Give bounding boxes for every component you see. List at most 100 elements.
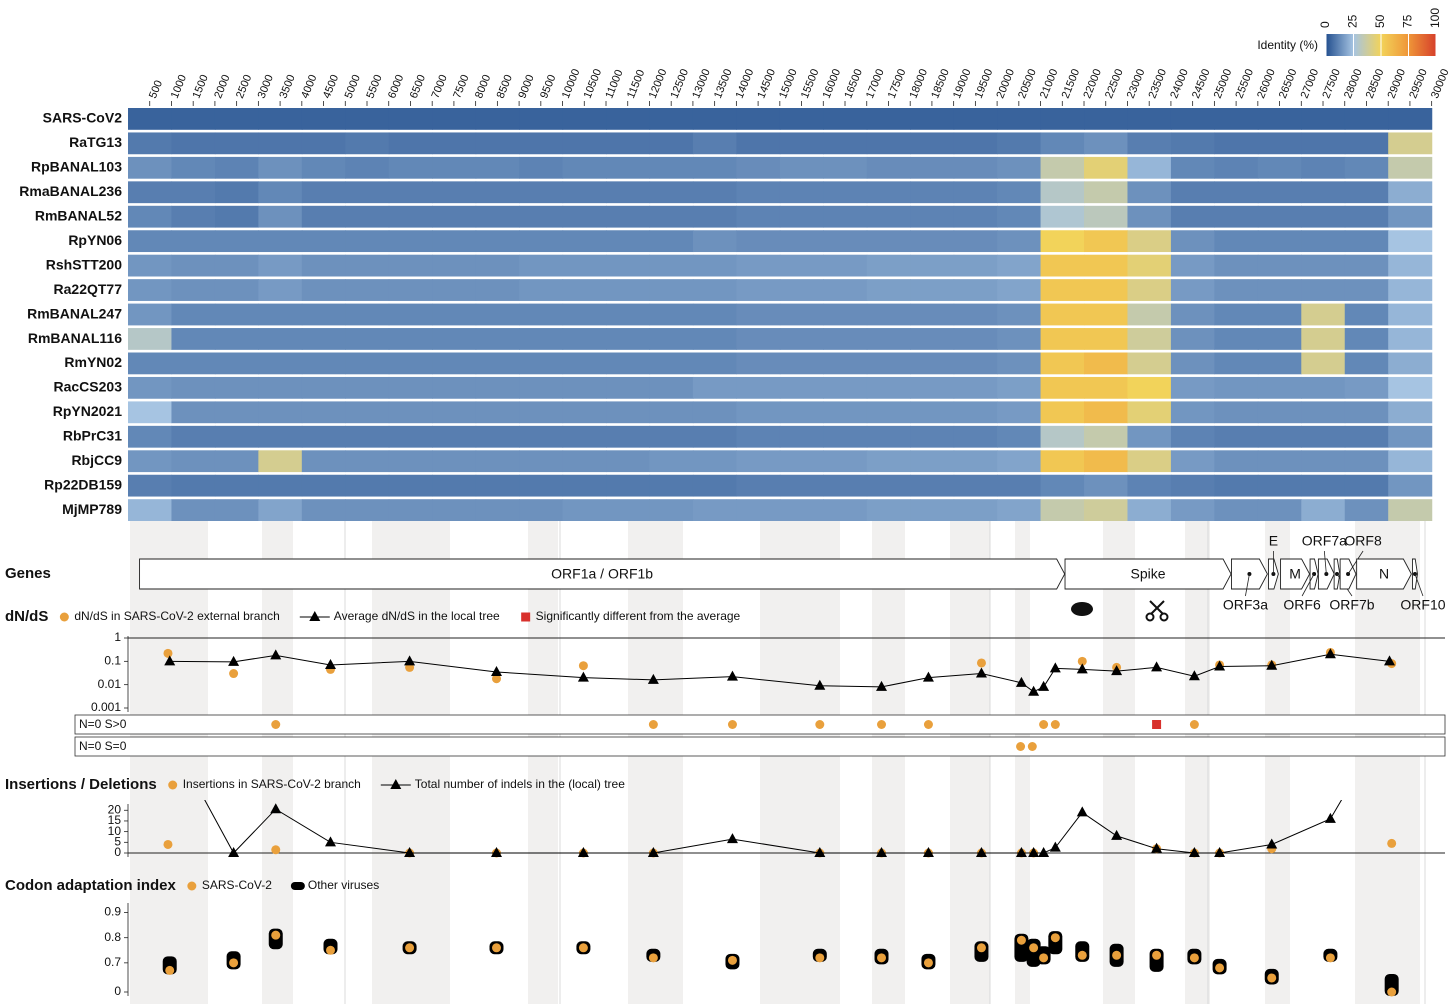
heat-cell [1257, 352, 1302, 375]
heat-cell [823, 108, 868, 130]
heat-cell [1301, 132, 1346, 155]
heat-cell [475, 108, 520, 130]
triangle [228, 655, 240, 666]
heat-cell [214, 279, 259, 301]
gene-label: ORF3a [1223, 597, 1268, 613]
heat-cell [1127, 156, 1172, 179]
leader [1347, 550, 1364, 575]
heat-cell [1084, 352, 1129, 375]
heat-cell [1040, 279, 1085, 301]
heat-cell [953, 279, 998, 301]
heat-cell [692, 328, 737, 350]
triangle [490, 847, 502, 857]
heat-cell [866, 352, 911, 375]
heat-cell [301, 205, 346, 228]
triangle [1038, 680, 1050, 691]
heat-cell [301, 303, 346, 326]
heat-cell [345, 328, 390, 350]
heat-cell [301, 279, 346, 301]
heat-cell [1301, 303, 1346, 326]
heat-cell [1127, 254, 1172, 277]
heat-cell [606, 108, 651, 130]
triangle [1188, 847, 1200, 857]
heat-cell [779, 474, 824, 497]
heat-cell [779, 303, 824, 326]
heat-cell [432, 132, 477, 155]
heat-cell [1301, 401, 1346, 424]
heat-cell [1344, 425, 1389, 448]
dot [815, 720, 825, 729]
x-tick-label: 22000 [1081, 67, 1104, 100]
heat-cell [171, 108, 216, 130]
band [528, 520, 558, 1004]
heat-cell [953, 425, 998, 448]
x-tick-label: 7500 [451, 73, 471, 100]
heat-cell [649, 279, 694, 301]
heat-cell [649, 230, 694, 253]
triangle [1049, 841, 1061, 852]
x-tick-label: 15000 [777, 67, 800, 100]
x-tick-label: 9500 [538, 73, 558, 100]
heat-cell [866, 279, 911, 301]
triangle [1266, 838, 1278, 849]
heat-cell [128, 376, 173, 399]
heat-cell [258, 450, 303, 473]
heat-cell [997, 205, 1042, 228]
row-label: SARS-CoV2 [43, 110, 123, 126]
band [1103, 520, 1135, 1004]
heat-cell [1214, 352, 1259, 375]
heat-cell [692, 376, 737, 399]
heat-cell [128, 401, 173, 424]
triangle [726, 670, 738, 681]
heat-cell [128, 303, 173, 326]
heat-cell [997, 230, 1042, 253]
heat-cell [1040, 108, 1085, 130]
panel-title: Genes [5, 565, 51, 582]
heat-cell [475, 499, 520, 521]
heat-cell [910, 425, 955, 448]
x-tick-label: 8000 [473, 73, 493, 100]
dot [491, 943, 501, 953]
heat-cell [1257, 499, 1302, 521]
heat-cell [345, 230, 390, 253]
legend-label: Average dN/dS in the local tree [334, 609, 500, 623]
strip [74, 736, 1446, 757]
dot [923, 720, 933, 729]
heat-cell [692, 474, 737, 497]
heat-cell [649, 205, 694, 228]
dot [877, 953, 887, 963]
heat-cell [823, 303, 868, 326]
heat-cell [345, 450, 390, 473]
heat-cell [388, 499, 433, 521]
heat-cell [1040, 425, 1085, 448]
heat-cell [1257, 230, 1302, 253]
heat-cell [1127, 376, 1172, 399]
y-tick-label: 1 [114, 630, 121, 644]
heat-cell [779, 254, 824, 277]
heat-cell [1257, 328, 1302, 350]
heat-cell [779, 181, 824, 204]
heat-cell [1388, 132, 1433, 155]
heat-cell [171, 401, 216, 424]
heat-cell [823, 474, 868, 497]
row-label: RaTG13 [69, 134, 122, 150]
heat-cell [519, 181, 564, 204]
heat-cell [1388, 205, 1433, 228]
heat-cell [779, 230, 824, 253]
heat-cell [1388, 254, 1433, 277]
x-tick-label: 21500 [1060, 67, 1083, 100]
heat-cell [432, 401, 477, 424]
x-tick-label: 27000 [1299, 67, 1322, 100]
heat-cell [910, 352, 955, 375]
heat-cell [258, 279, 303, 301]
legend-marker [390, 779, 402, 789]
heat-cell [1257, 279, 1302, 301]
heat-cell [519, 108, 564, 130]
x-tick-label: 4500 [321, 73, 341, 100]
heat-cell [649, 401, 694, 424]
heat-cell [649, 156, 694, 179]
heat-cell [866, 474, 911, 497]
heat-cell [910, 328, 955, 350]
heat-cell [910, 254, 955, 277]
row-label: RacCS203 [54, 379, 123, 395]
